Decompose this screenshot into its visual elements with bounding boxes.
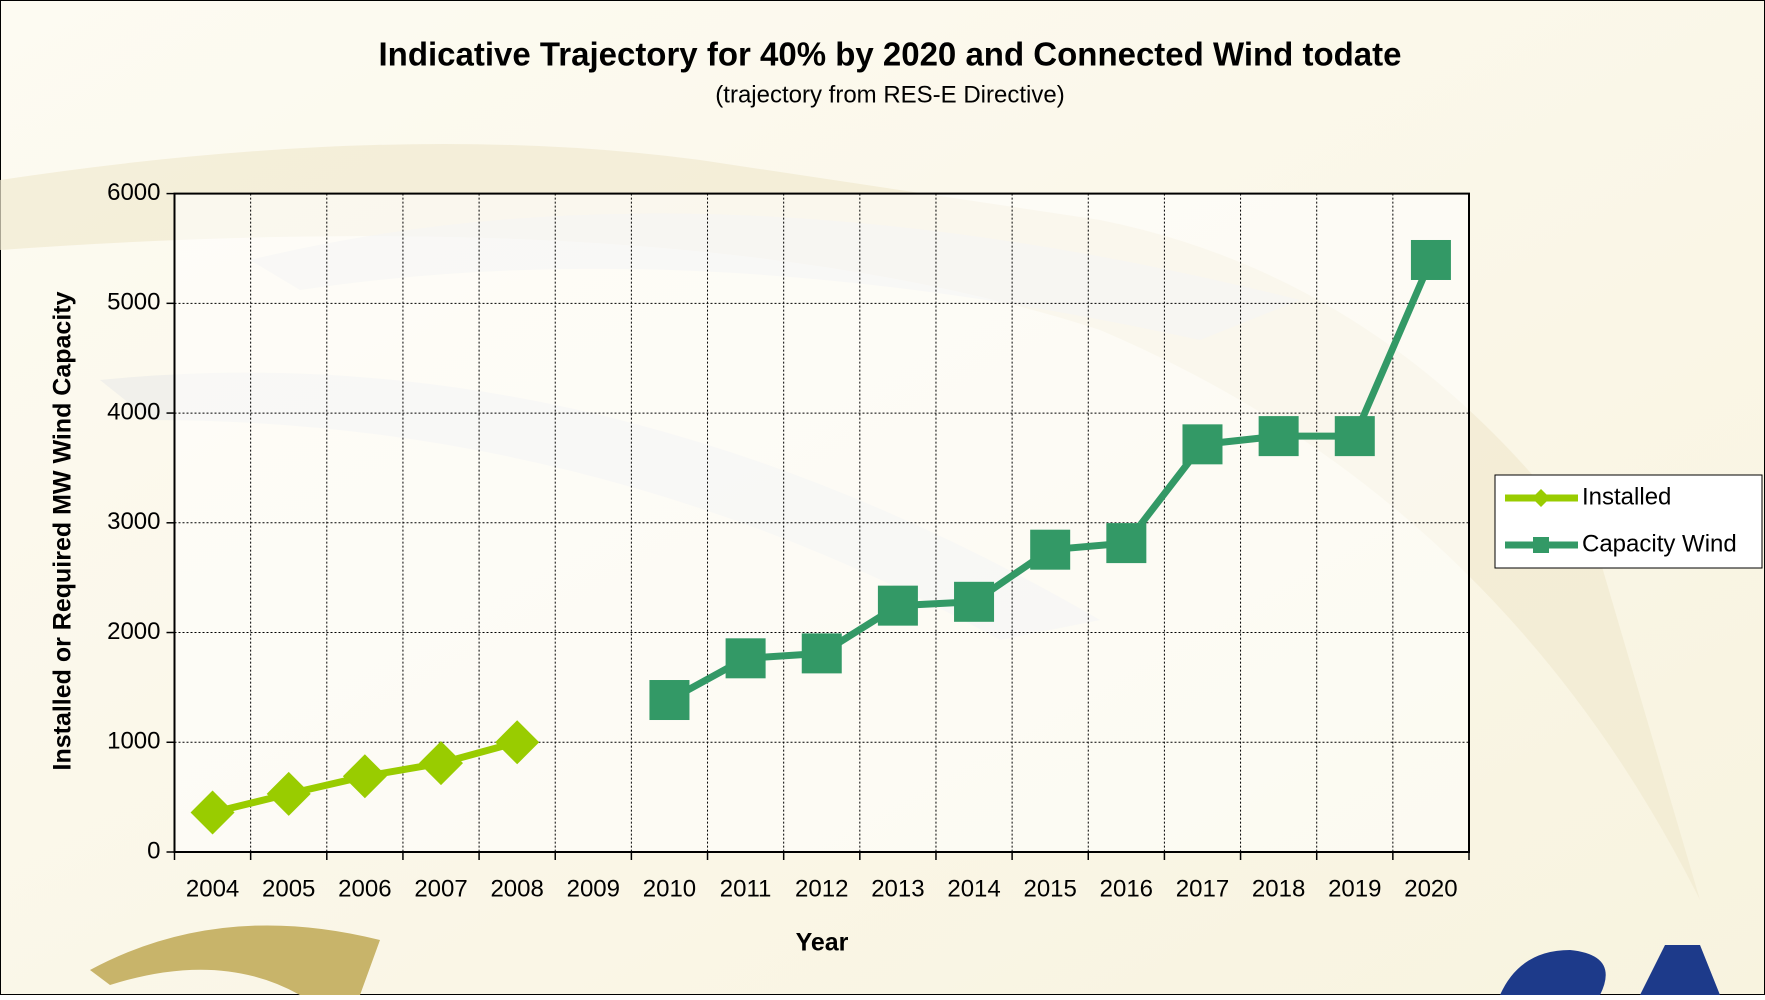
marker	[1258, 416, 1299, 457]
marker	[725, 638, 766, 679]
chart-subtitle: (trajectory from RES-E Directive)	[715, 81, 1064, 108]
marker	[954, 581, 995, 622]
legend-marker	[1532, 489, 1550, 507]
x-tick-label: 2016	[1100, 875, 1153, 902]
marker	[266, 771, 311, 816]
marker	[801, 633, 842, 674]
x-tick-label: 2009	[567, 875, 620, 902]
marker	[1410, 239, 1451, 280]
y-tick-label: 0	[147, 837, 160, 864]
marker	[419, 741, 464, 786]
x-tick-label: 2018	[1252, 875, 1305, 902]
y-tick-label: 3000	[107, 508, 160, 535]
x-tick-label: 2010	[643, 875, 696, 902]
x-axis-label: Year	[796, 929, 849, 957]
x-tick-label: 2012	[795, 875, 848, 902]
marker	[495, 720, 540, 765]
marker	[1182, 424, 1223, 465]
x-tick-label: 2017	[1176, 875, 1229, 902]
y-tick-label: 5000	[107, 289, 160, 316]
x-tick-label: 2020	[1404, 875, 1457, 902]
marker	[1334, 416, 1375, 457]
x-tick-label: 2011	[720, 875, 772, 902]
x-tick-label: 2007	[414, 875, 467, 902]
x-tick-label: 2008	[490, 875, 543, 902]
y-tick-label: 2000	[107, 618, 160, 645]
x-tick-label: 2014	[947, 875, 1000, 902]
marker	[1106, 523, 1147, 564]
legend-label: Capacity Wind	[1582, 530, 1737, 557]
x-tick-label: 2005	[262, 875, 315, 902]
chart-title: Indicative Trajectory for 40% by 2020 an…	[379, 36, 1402, 73]
legend-marker	[1533, 537, 1549, 553]
x-tick-label: 2004	[186, 875, 239, 902]
plot-area	[174, 193, 1469, 853]
x-tick-label: 2013	[871, 875, 924, 902]
legend-label: Installed	[1582, 483, 1671, 510]
marker	[342, 754, 387, 799]
y-tick-label: 4000	[107, 398, 160, 425]
plot-border	[173, 192, 1470, 854]
x-tick-label: 2019	[1328, 875, 1381, 902]
logo-left	[90, 925, 380, 995]
marker	[649, 680, 690, 721]
x-tick-label: 2015	[1023, 875, 1076, 902]
x-tick-label: 2006	[338, 875, 391, 902]
marker	[190, 790, 235, 835]
logo-right	[1500, 945, 1720, 995]
marker	[877, 585, 918, 626]
legend: Installed Capacity Wind	[1494, 474, 1763, 569]
y-tick-label: 1000	[107, 728, 160, 755]
marker	[1030, 529, 1071, 570]
y-axis-label: Installed or Required MW Wind Capacity	[49, 291, 77, 770]
y-tick-label: 6000	[107, 179, 160, 206]
